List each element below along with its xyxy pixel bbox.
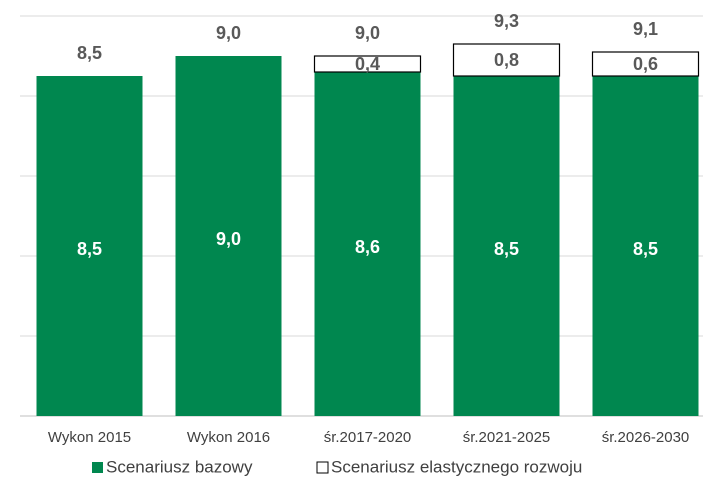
data-label: 0,4	[355, 54, 380, 74]
x-tick-label: śr.2021-2025	[463, 429, 551, 446]
total-label: 8,5	[77, 43, 102, 63]
bar-segment	[314, 72, 421, 416]
legend-label: Scenariusz bazowy	[106, 457, 253, 476]
bar-segment	[313, 55, 422, 73]
bar-segment	[591, 51, 700, 77]
total-label: 9,0	[355, 23, 380, 43]
total-label: 9,1	[633, 19, 658, 39]
legend-label: Scenariusz elastycznego rozwoju	[331, 457, 582, 476]
total-label: 9,3	[494, 11, 519, 31]
data-label: 0,8	[494, 50, 519, 70]
data-label: 0,6	[633, 54, 658, 74]
x-tick-label: Wykon 2016	[187, 429, 270, 446]
bar-segment	[592, 76, 699, 416]
data-label: 8,6	[355, 237, 380, 257]
legend-swatch	[92, 462, 103, 473]
bar-segment	[453, 76, 560, 416]
bar-segment	[452, 43, 561, 77]
legend-swatch	[316, 461, 329, 474]
bar-segment	[36, 76, 143, 416]
data-label: 9,0	[216, 229, 241, 249]
data-label: 8,5	[77, 239, 102, 259]
bar-segment	[175, 56, 282, 416]
x-tick-label: śr.2017-2020	[324, 429, 412, 446]
data-label: 8,5	[494, 239, 519, 259]
data-label: 8,5	[633, 239, 658, 259]
total-label: 9,0	[216, 23, 241, 43]
x-tick-label: Wykon 2015	[48, 429, 131, 446]
x-tick-label: śr.2026-2030	[602, 429, 690, 446]
